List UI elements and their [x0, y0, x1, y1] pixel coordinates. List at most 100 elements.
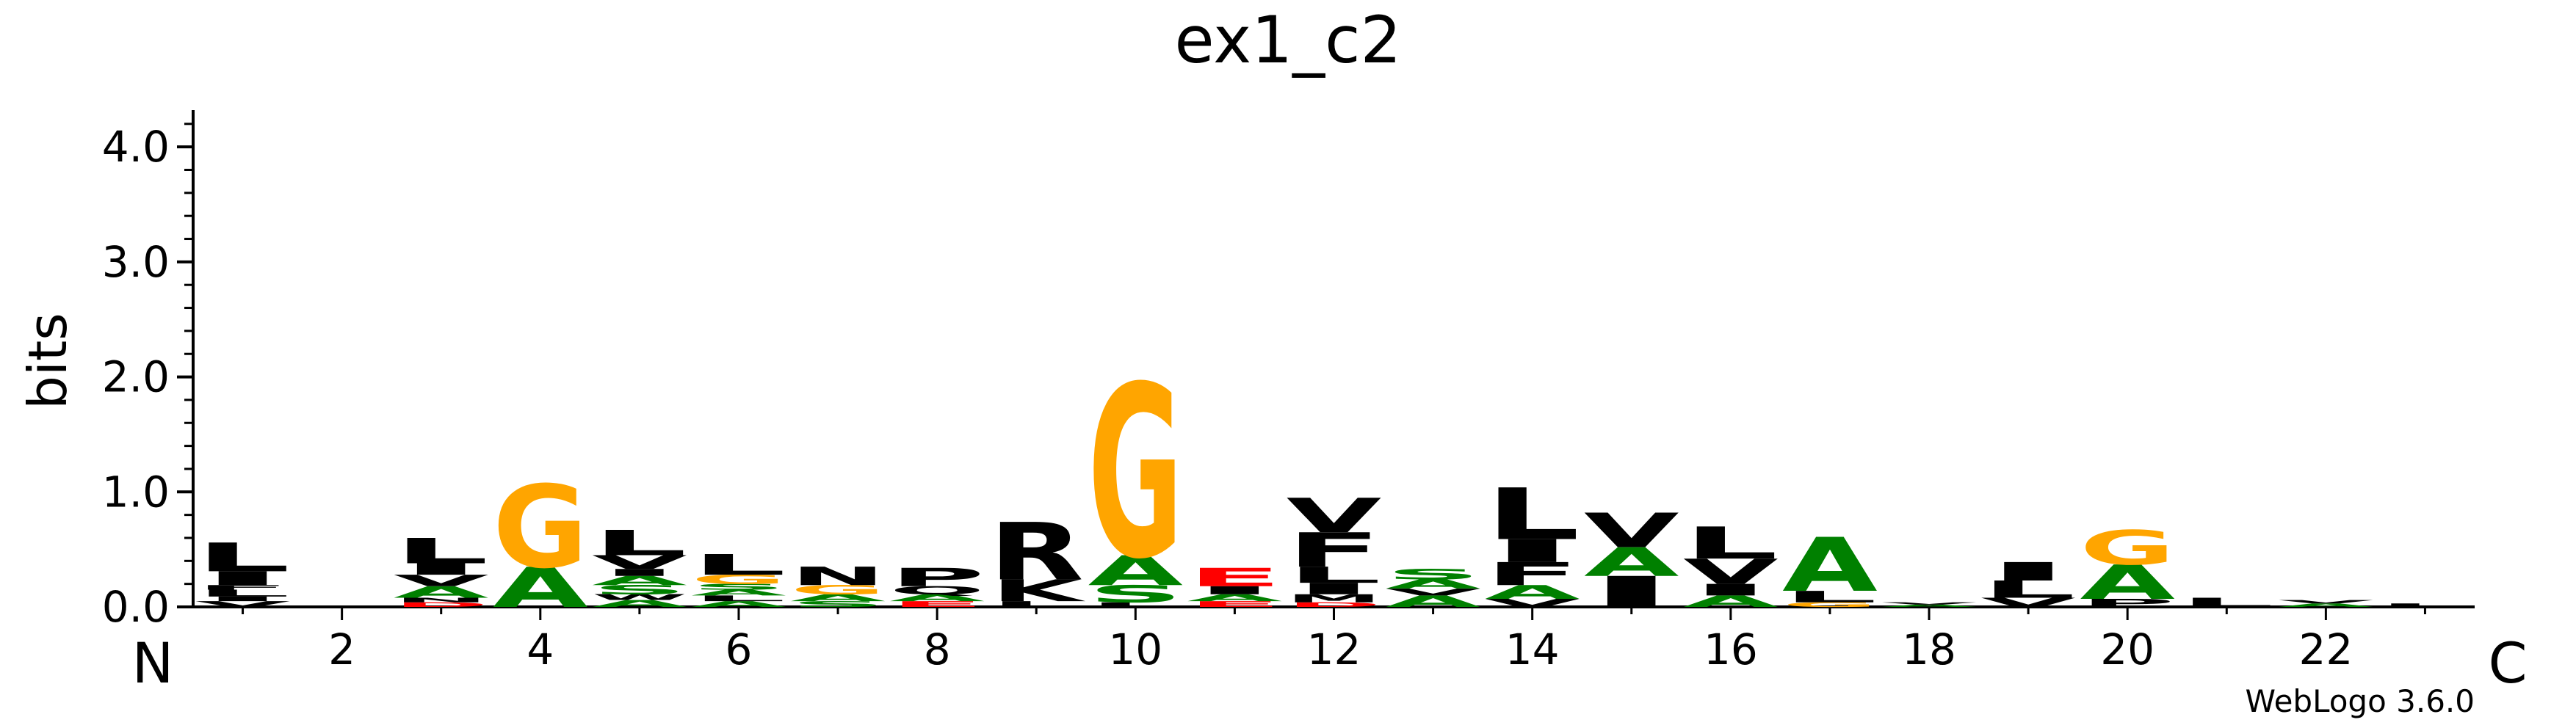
logo-letter: I	[195, 595, 291, 603]
logo-letter: N	[394, 597, 489, 604]
logo-letter: V	[1386, 587, 1481, 598]
logo-letter: V	[1584, 503, 1679, 558]
logo-letter: V	[1683, 552, 1779, 592]
logo-letter: D	[1287, 601, 1382, 608]
x-ticks: 2 4 6 8 10 12 14 16 18 20 22	[242, 607, 2426, 674]
logo-letter: L	[2378, 603, 2473, 608]
logo-letter: L	[988, 600, 1084, 609]
logo-letter: L	[1485, 473, 1580, 556]
x-tick-label: 12	[1307, 625, 1361, 674]
logo-letter: V	[1485, 597, 1580, 609]
logo-letter: W	[592, 593, 687, 602]
logo-letter: P	[2080, 597, 2175, 610]
logo-letter: I	[1683, 581, 1779, 600]
logo-letter: I	[1485, 533, 1580, 569]
logo-letter: G	[1782, 601, 1878, 608]
logo-letter: L	[1980, 576, 2076, 603]
x-tick-label: 18	[1902, 625, 1956, 674]
x-tick-label: 14	[1505, 625, 1560, 674]
logo-letter: L	[1683, 518, 1779, 569]
y-tick-label: 2.0	[102, 352, 170, 402]
logo-letter: A	[592, 573, 687, 588]
logo-letter: F	[1485, 556, 1580, 593]
logo-letter: A	[691, 588, 786, 597]
y-axis-label: bits	[17, 313, 79, 409]
weblogo-credit: WebLogo 3.6.0	[2246, 683, 2475, 719]
logo-letter: A	[1683, 592, 1779, 611]
logo-letter: I	[1287, 580, 1382, 598]
logo-letter: K	[991, 573, 1086, 608]
logo-letter: A	[1088, 547, 1183, 595]
logo-letter: A	[1881, 604, 1977, 608]
logo-letter: R	[988, 507, 1084, 599]
logo-letter: A	[1584, 540, 1679, 586]
logo-letter: I	[1980, 557, 2076, 586]
x-axis-label-right: C	[2488, 630, 2527, 696]
logo-letter: S	[1386, 567, 1481, 583]
x-tick-label: 4	[527, 625, 554, 674]
y-tick-label: 3.0	[102, 237, 170, 287]
x-tick-label: 2	[328, 625, 355, 674]
logo-letter: E	[1187, 600, 1283, 609]
logo-letter: V	[195, 600, 291, 608]
x-axis-label-left: N	[132, 630, 174, 696]
logo-letter: S	[790, 600, 886, 608]
logo-letter: V	[592, 552, 687, 574]
x-tick-label: 20	[2100, 625, 2154, 674]
y-tick-label: 0.0	[102, 582, 170, 632]
logo-letter: L	[2179, 595, 2274, 610]
logo-letter: V	[394, 572, 489, 590]
logo-letter: A	[1386, 577, 1481, 592]
chart-title: ex1_c2	[1174, 2, 1401, 78]
logo-letter: I	[1584, 567, 1679, 617]
logo-letter: A	[1782, 523, 1878, 608]
logo-letter: V	[1881, 602, 1977, 605]
logo-letter: G	[691, 572, 786, 587]
logo-letter: L	[195, 535, 291, 580]
logo-letter: Q	[889, 584, 985, 597]
logo-letter: I	[195, 567, 291, 589]
logo-letter: E	[1187, 563, 1283, 592]
logo-letter: A	[1386, 592, 1481, 611]
logo-letter: L	[1088, 601, 1183, 608]
logo-letter: A	[889, 592, 985, 603]
logo-letter: S	[1088, 580, 1183, 608]
logo-letter: A	[691, 600, 786, 608]
logo-letter: A	[493, 556, 588, 620]
logo-letter: A	[2080, 555, 2175, 610]
x-tick-label: 6	[726, 625, 753, 674]
logo-letter: M	[1287, 592, 1382, 605]
logo-letter: L	[195, 588, 291, 599]
logo-letter: V	[2279, 599, 2374, 604]
letter-stacks: VILFILDNAVILAGAWSAIVLALASGLSAGNEAQPLKRLS…	[195, 336, 2473, 620]
logo-letter: A	[2279, 603, 2374, 608]
y-tick-label: 1.0	[102, 467, 170, 517]
logo-letter: S	[691, 583, 786, 592]
logo-letter: G	[1088, 336, 1183, 611]
y-ticks: 0.0 1.0 2.0 3.0 4.0	[102, 122, 193, 632]
logo-letter: I	[592, 567, 687, 578]
logo-letter: L	[592, 523, 687, 564]
logo-letter: G	[493, 462, 588, 594]
x-tick-label: 16	[1704, 625, 1758, 674]
logo-letter: G	[2080, 521, 2175, 576]
logo-letter: A	[1485, 581, 1580, 603]
logo-letter: A	[592, 598, 687, 609]
logo-letter: V	[1980, 595, 2076, 610]
logo-letter: L	[691, 548, 786, 581]
x-tick-label: 8	[924, 625, 951, 674]
logo-letter: A	[1187, 592, 1283, 603]
logo-letter: G	[790, 583, 886, 597]
logo-letter: V	[1287, 488, 1382, 543]
logo-letter: L	[1782, 588, 1878, 606]
logo-letter: L	[394, 531, 489, 572]
logo-letter: A	[394, 583, 489, 602]
logo-letter: F	[1287, 523, 1382, 578]
logo-letter: L	[691, 594, 786, 603]
x-tick-label: 10	[1108, 625, 1162, 674]
logo-letter: E	[889, 600, 985, 609]
logo-letter: S	[592, 583, 687, 597]
logo-letter: I	[1187, 584, 1283, 597]
logo-letter: F	[195, 584, 291, 592]
